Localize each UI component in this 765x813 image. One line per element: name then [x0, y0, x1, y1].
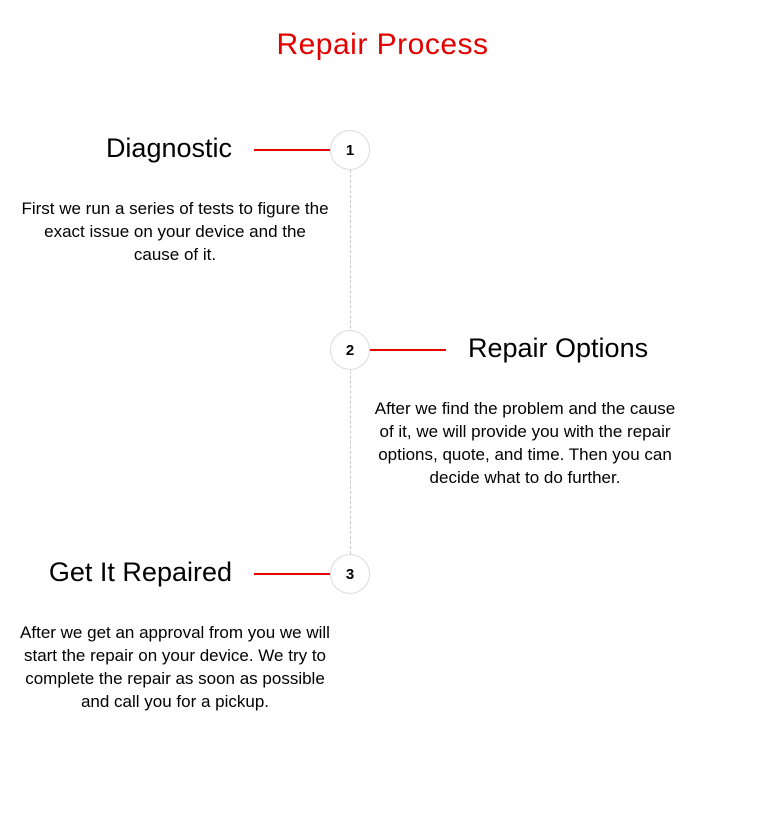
step-number: 2	[346, 342, 354, 359]
step-node-1: 1	[330, 130, 370, 170]
step-number: 3	[346, 566, 354, 583]
step-heading-3: Get It Repaired	[49, 557, 232, 588]
step-node-2: 2	[330, 330, 370, 370]
step-node-3: 3	[330, 554, 370, 594]
step-connector-3	[254, 573, 330, 575]
step-connector-2	[370, 349, 446, 351]
step-description-3: After we get an approval from you we wil…	[20, 622, 330, 714]
page-title: Repair Process	[0, 28, 765, 62]
step-heading-1: Diagnostic	[106, 133, 232, 164]
step-description-2: After we find the problem and the cause …	[370, 398, 680, 490]
step-heading-2: Repair Options	[468, 333, 648, 364]
step-connector-1	[254, 149, 330, 151]
step-number: 1	[346, 142, 354, 159]
step-description-1: First we run a series of tests to figure…	[20, 198, 330, 267]
